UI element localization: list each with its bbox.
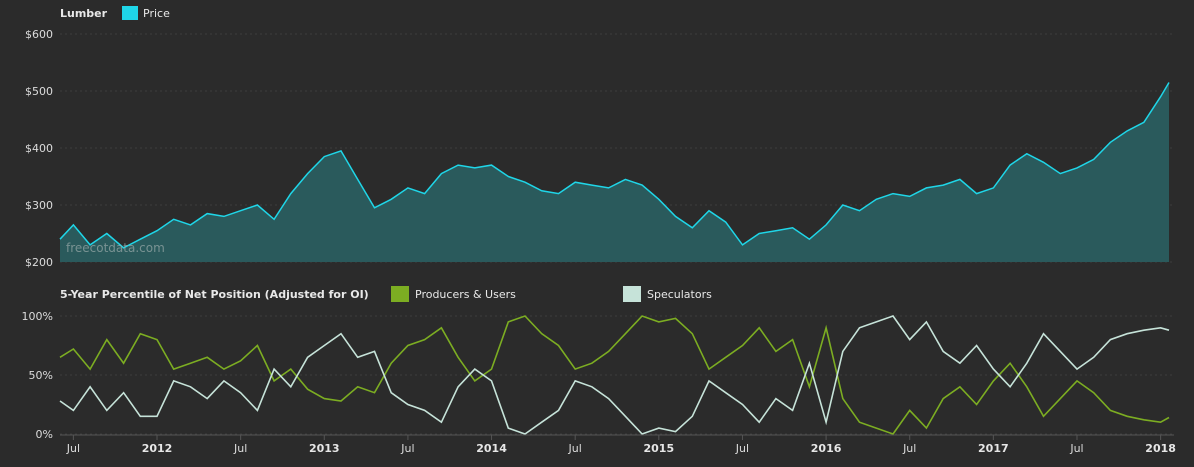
x-tick-label: Jul (902, 442, 916, 455)
y-tick-label: $400 (25, 142, 53, 155)
percentile-chart: 5-Year Percentile of Net Position (Adjus… (22, 286, 1174, 441)
x-tick-label: Jul (735, 442, 749, 455)
x-tick-label: Jul (568, 442, 582, 455)
legend-label-price[interactable]: Price (143, 7, 170, 20)
y-tick-label: $200 (25, 256, 53, 269)
legend-swatch-speculators[interactable] (623, 286, 641, 302)
x-tick-label: Jul (1069, 442, 1083, 455)
chart-title: Lumber (60, 7, 108, 20)
price-area (60, 82, 1169, 262)
x-tick-label: 2014 (476, 442, 507, 455)
price-line (59, 82, 1170, 249)
x-tick-label: 2016 (811, 442, 842, 455)
x-tick-label: 2018 (1145, 442, 1176, 455)
legend-swatch-producers[interactable] (391, 286, 409, 302)
x-tick-label: 2013 (309, 442, 340, 455)
percentile-title: 5-Year Percentile of Net Position (Adjus… (60, 288, 369, 301)
speculators-line (59, 315, 1170, 435)
y-tick-label: $600 (25, 28, 53, 41)
y-tick-label: 100% (22, 310, 53, 323)
y-tick-label: 50% (29, 369, 53, 382)
producers-line (59, 315, 1170, 435)
legend-label-producers[interactable]: Producers & Users (415, 288, 516, 301)
x-tick-label: 2012 (142, 442, 173, 455)
y-tick-label: $500 (25, 85, 53, 98)
x-tick-label: 2017 (978, 442, 1009, 455)
x-tick-label: Jul (400, 442, 414, 455)
legend-label-speculators[interactable]: Speculators (647, 288, 712, 301)
legend-swatch-price[interactable] (122, 6, 138, 20)
price-chart: Lumber Price $200 $300 $400 $500 $600 (25, 6, 1174, 269)
y-tick-label: 0% (36, 428, 53, 441)
x-tick-label: Jul (233, 442, 247, 455)
x-tick-label: Jul (66, 442, 80, 455)
x-tick-label: 2015 (644, 442, 675, 455)
watermark: freecotdata.com (66, 241, 165, 255)
y-tick-label: $300 (25, 199, 53, 212)
x-axis: Jul 2012 Jul 2013 Jul 2014 Jul 2015 Jul 2016 Jul 20… (60, 434, 1176, 455)
